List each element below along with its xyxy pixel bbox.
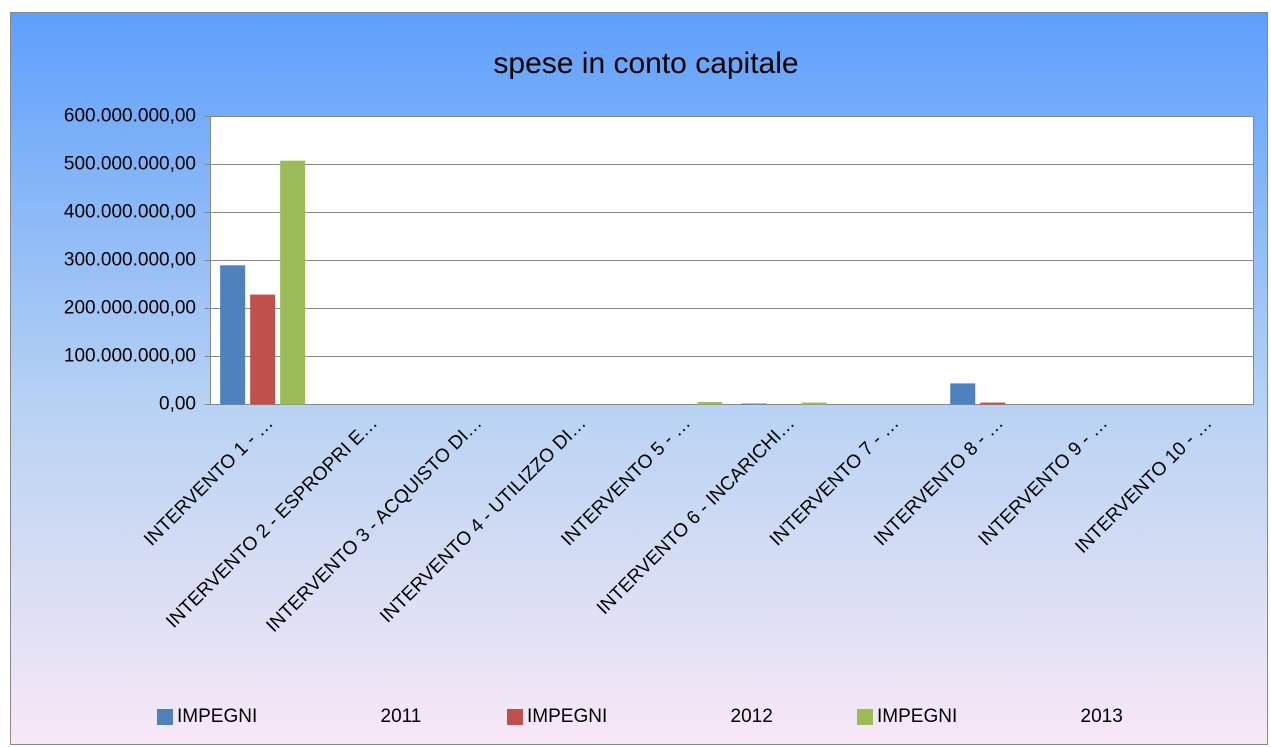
chart-title: spese in conto capitale bbox=[493, 47, 798, 80]
legend-swatch bbox=[857, 709, 873, 725]
legend-swatch bbox=[157, 709, 173, 725]
legend-text: IMPEGNI 2011 bbox=[177, 706, 421, 727]
bar bbox=[741, 403, 767, 405]
bar bbox=[250, 294, 276, 405]
bar bbox=[697, 402, 723, 405]
legend-text: IMPEGNI 2013 bbox=[877, 706, 1123, 727]
y-tick-label: 600.000.000,00 bbox=[64, 106, 196, 127]
y-tick-label: 500.000.000,00 bbox=[64, 154, 196, 175]
bar bbox=[801, 402, 827, 405]
y-tick-label: 200.000.000,00 bbox=[64, 298, 196, 319]
y-tick-label: 300.000.000,00 bbox=[64, 250, 196, 271]
y-tick-label: 0,00 bbox=[159, 394, 196, 415]
bar bbox=[280, 160, 306, 405]
bar bbox=[950, 383, 976, 405]
y-tick-label: 100.000.000,00 bbox=[64, 346, 196, 367]
bar bbox=[220, 265, 246, 405]
y-tick-label: 400.000.000,00 bbox=[64, 202, 196, 223]
legend-text: IMPEGNI 2012 bbox=[527, 706, 773, 727]
bar bbox=[980, 402, 1006, 405]
legend-swatch bbox=[507, 709, 523, 725]
